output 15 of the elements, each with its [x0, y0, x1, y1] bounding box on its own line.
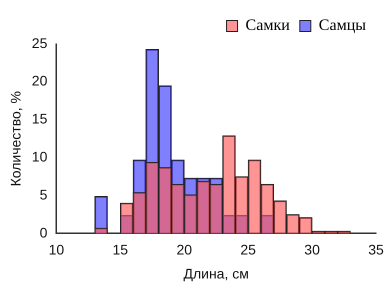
y-tick-label: 20: [32, 72, 48, 89]
y-tick-label: 0: [40, 224, 48, 240]
x-tick-label: 35: [368, 242, 384, 258]
y-tick-label: 25: [32, 34, 48, 51]
y-tick-label: 5: [40, 186, 48, 202]
legend-label: Самки: [246, 17, 290, 34]
y-axis-title: Количество, %: [7, 90, 24, 186]
y-tick-label: 10: [32, 148, 48, 164]
y-tick-label: 15: [32, 110, 48, 127]
x-tick-label: 20: [176, 242, 192, 258]
x-axis-title: Длина, см: [183, 265, 249, 282]
x-tick-label: 30: [304, 242, 320, 258]
x-tick-label: 25: [240, 242, 256, 258]
legend-label: Самцы: [318, 17, 366, 34]
x-tick-label: 15: [112, 242, 128, 258]
